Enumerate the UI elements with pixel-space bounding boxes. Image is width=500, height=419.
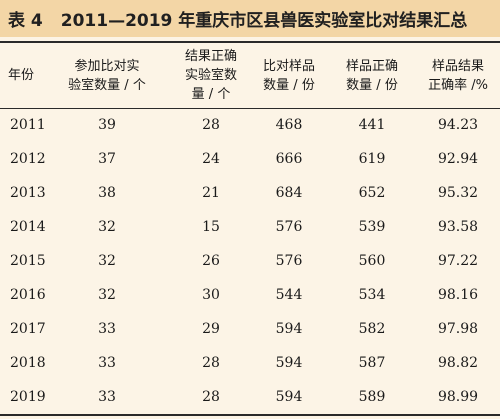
cell-sample-count: 468 bbox=[275, 117, 303, 133]
header-year: 年份 bbox=[7, 68, 34, 83]
cell-sample-count: 544 bbox=[275, 287, 303, 303]
header-correct-labs: 结果正确 实验室数 量 / 个 bbox=[184, 49, 237, 102]
results-table: 年份 参加比对实 验室数量 / 个 结果正确 实验室数 量 / 个 比对样品 数… bbox=[0, 43, 500, 414]
cell-correct-labs: 26 bbox=[202, 253, 220, 269]
cell-correct-samples: 441 bbox=[358, 117, 386, 133]
header-sample-count: 比对样品 数量 / 份 bbox=[262, 58, 315, 93]
table-row: 2012 37 24 666 619 92.94 bbox=[0, 142, 500, 176]
table-row: 2017 33 29 594 582 97.98 bbox=[0, 312, 500, 346]
cell-correct-samples: 652 bbox=[358, 185, 386, 201]
cell-sample-count: 576 bbox=[275, 253, 303, 269]
cell-year: 2012 bbox=[10, 151, 46, 167]
cell-participating-labs: 32 bbox=[98, 253, 116, 269]
cell-year: 2011 bbox=[10, 117, 46, 133]
cell-sample-count: 684 bbox=[275, 185, 303, 201]
header-rule bbox=[0, 108, 500, 109]
cell-year: 2015 bbox=[10, 253, 46, 269]
cell-sample-count: 594 bbox=[275, 389, 303, 405]
cell-correct-samples: 589 bbox=[358, 389, 386, 405]
cell-correct-samples: 560 bbox=[358, 253, 386, 269]
cell-correct-labs: 28 bbox=[202, 355, 220, 371]
cell-accuracy-rate: 98.82 bbox=[437, 355, 479, 371]
cell-year: 2018 bbox=[10, 355, 46, 371]
cell-year: 2019 bbox=[10, 389, 46, 405]
table-row: 2013 38 21 684 652 95.32 bbox=[0, 176, 500, 210]
cell-correct-samples: 534 bbox=[358, 287, 386, 303]
cell-sample-count: 594 bbox=[275, 321, 303, 337]
cell-correct-samples: 582 bbox=[358, 321, 386, 337]
table-row: 2019 33 28 594 589 98.99 bbox=[0, 380, 500, 414]
cell-year: 2014 bbox=[10, 219, 46, 235]
cell-accuracy-rate: 94.23 bbox=[437, 117, 479, 133]
top-rule bbox=[0, 41, 500, 43]
table-row: 2011 39 28 468 441 94.23 bbox=[0, 108, 500, 142]
cell-participating-labs: 38 bbox=[98, 185, 116, 201]
cell-correct-labs: 21 bbox=[202, 185, 220, 201]
cell-accuracy-rate: 95.32 bbox=[437, 185, 479, 201]
header-accuracy-rate: 样品结果 正确率 /% bbox=[428, 58, 488, 93]
cell-sample-count: 576 bbox=[275, 219, 303, 235]
cell-correct-labs: 28 bbox=[202, 389, 220, 405]
cell-accuracy-rate: 93.58 bbox=[437, 219, 479, 235]
cell-accuracy-rate: 97.98 bbox=[437, 321, 479, 337]
cell-accuracy-rate: 97.22 bbox=[437, 253, 479, 269]
cell-participating-labs: 33 bbox=[98, 321, 116, 337]
table-row: 2018 33 28 594 587 98.82 bbox=[0, 346, 500, 380]
cell-accuracy-rate: 92.94 bbox=[437, 151, 479, 167]
cell-year: 2013 bbox=[10, 185, 46, 201]
cell-sample-count: 666 bbox=[275, 151, 303, 167]
cell-year: 2017 bbox=[10, 321, 46, 337]
header-row: 年份 参加比对实 验室数量 / 个 结果正确 实验室数 量 / 个 比对样品 数… bbox=[0, 43, 500, 108]
cell-correct-samples: 587 bbox=[358, 355, 386, 371]
header-participating-labs: 参加比对实 验室数量 / 个 bbox=[68, 58, 146, 93]
cell-participating-labs: 37 bbox=[98, 151, 116, 167]
cell-correct-samples: 539 bbox=[358, 219, 386, 235]
cell-participating-labs: 33 bbox=[98, 389, 116, 405]
cell-participating-labs: 33 bbox=[98, 355, 116, 371]
table-number: 表 4 bbox=[8, 11, 43, 31]
table-row: 2015 32 26 576 560 97.22 bbox=[0, 244, 500, 278]
table-body: 2011 39 28 468 441 94.23 2012 37 24 666 619 92.94 20… bbox=[0, 108, 500, 414]
cell-correct-samples: 619 bbox=[358, 151, 386, 167]
cell-correct-labs: 24 bbox=[202, 151, 220, 167]
cell-accuracy-rate: 98.16 bbox=[437, 287, 479, 303]
table-row: 2016 32 30 544 534 98.16 bbox=[0, 278, 500, 312]
table-title: 2011—2019 年重庆市区县兽医实验室比对结果汇总 bbox=[60, 11, 468, 31]
cell-participating-labs: 32 bbox=[98, 219, 116, 235]
table-caption: 表 4 2011—2019 年重庆市区县兽医实验室比对结果汇总 bbox=[0, 0, 500, 37]
table-row: 2014 32 15 576 539 93.58 bbox=[0, 210, 500, 244]
cell-accuracy-rate: 98.99 bbox=[437, 389, 479, 405]
cell-participating-labs: 32 bbox=[98, 287, 116, 303]
cell-sample-count: 594 bbox=[275, 355, 303, 371]
cell-correct-labs: 30 bbox=[202, 287, 220, 303]
bottom-rule bbox=[0, 414, 500, 416]
cell-correct-labs: 29 bbox=[202, 321, 220, 337]
cell-participating-labs: 39 bbox=[98, 117, 116, 133]
cell-year: 2016 bbox=[10, 287, 46, 303]
cell-correct-labs: 28 bbox=[202, 117, 220, 133]
header-correct-samples: 样品正确 数量 / 份 bbox=[345, 58, 398, 93]
cell-correct-labs: 15 bbox=[202, 219, 220, 235]
